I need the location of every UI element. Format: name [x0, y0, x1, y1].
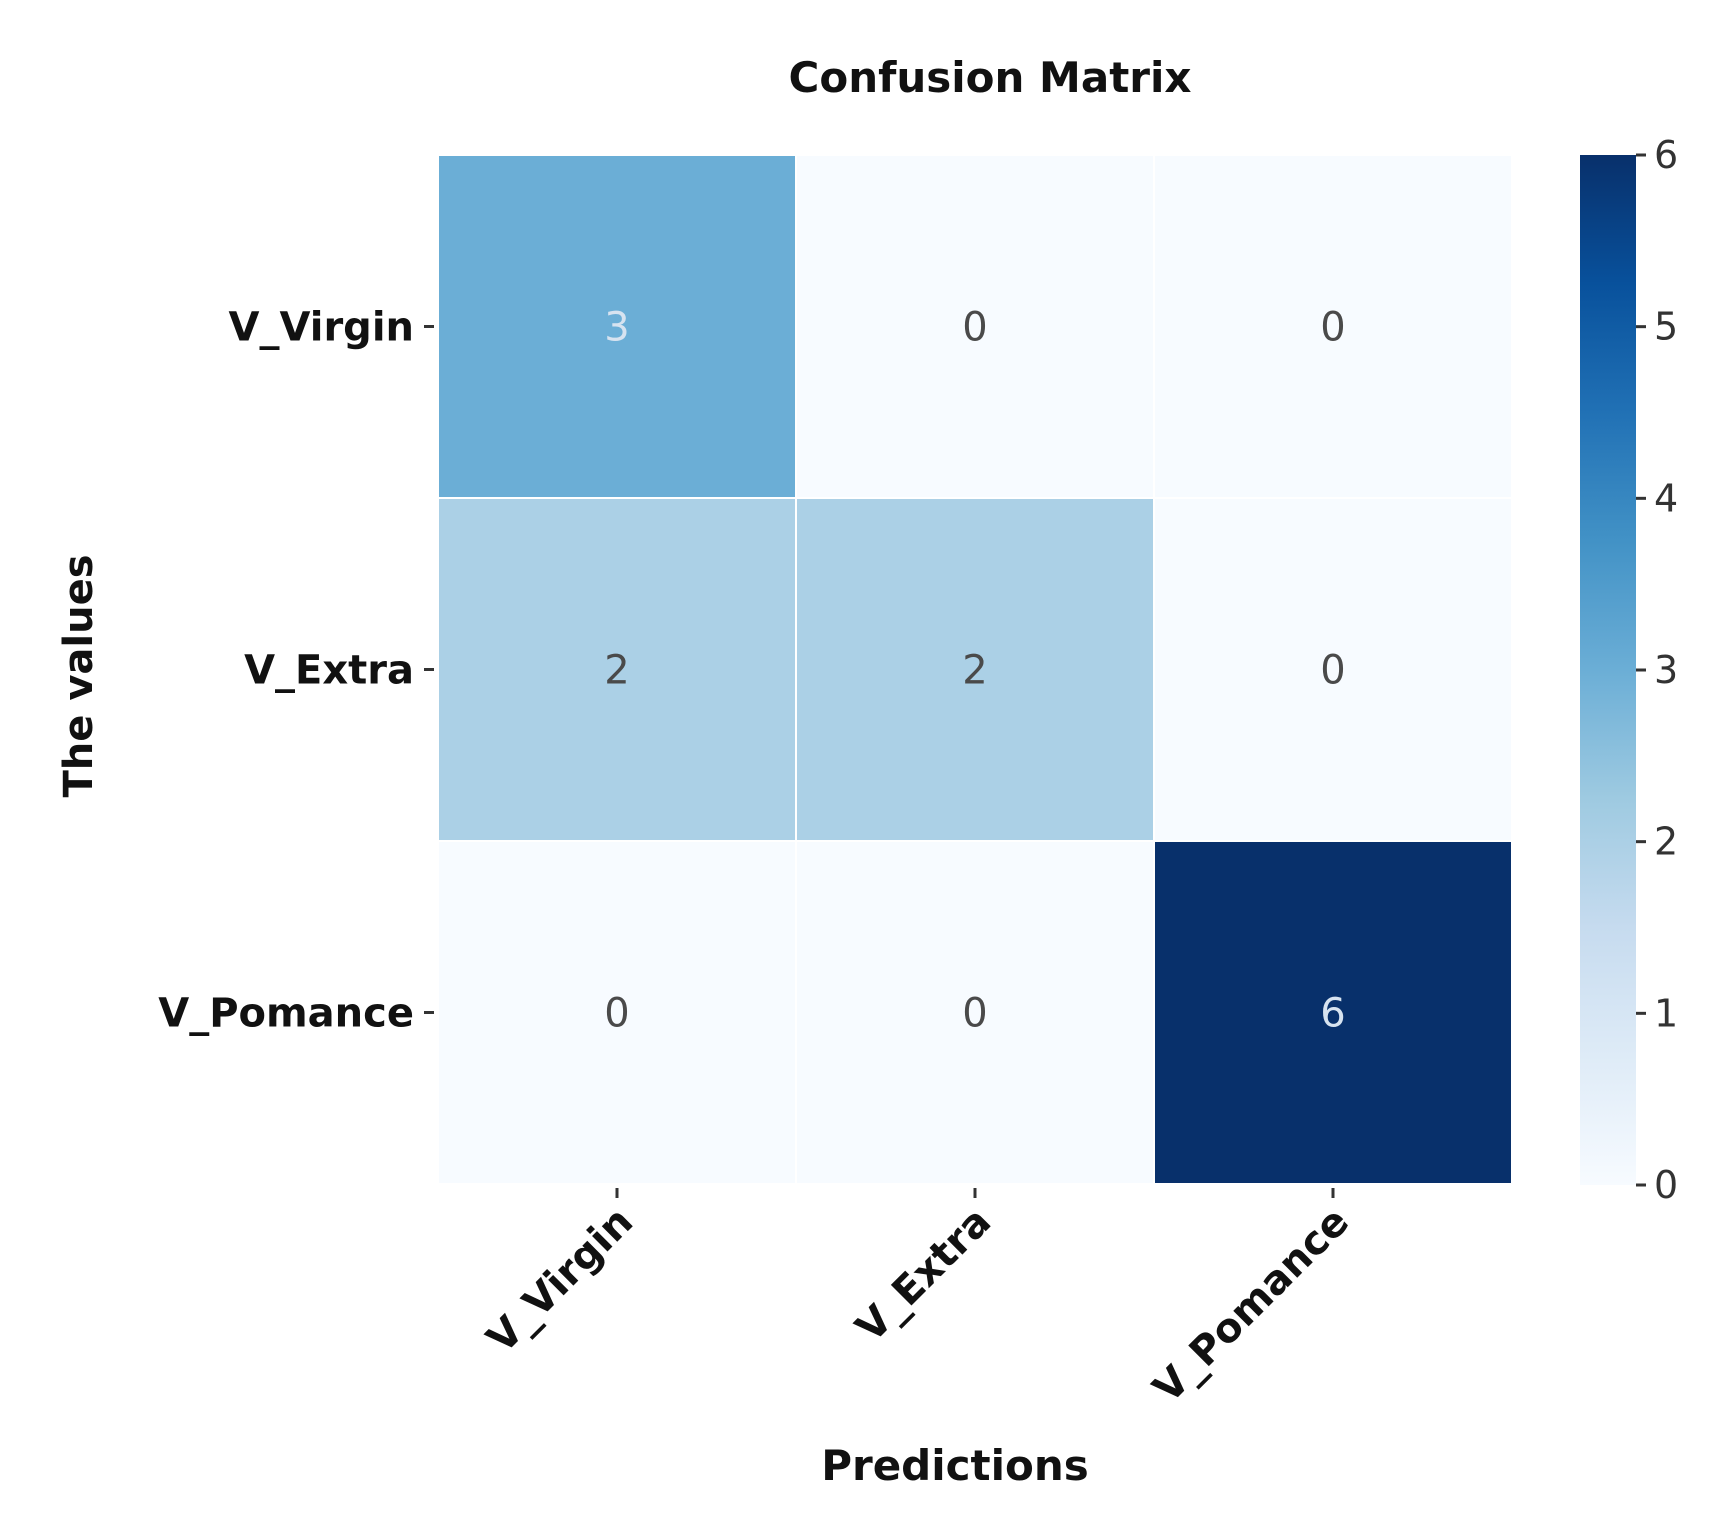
x-axis-ticks: V_Virgin V_Extra V_Pomance	[478, 1188, 1358, 1412]
cell-value-label: 0	[1320, 648, 1345, 694]
heatmap-cell-r2-c1	[795, 840, 1155, 1185]
colorbar-tick-label: 2	[1654, 820, 1678, 864]
heatmap-cell-r0-c0	[437, 154, 797, 499]
colorbar-tick-label: 4	[1654, 476, 1678, 520]
heatmap-cell-r0-c2	[1153, 154, 1513, 499]
x-axis-label: Predictions	[821, 1441, 1089, 1490]
heatmap-cell-labels: 3 0 0 2 2 0 0 0 6	[604, 305, 1345, 1037]
cell-value-label: 2	[604, 648, 629, 694]
heatmap-cell-r0-c1	[795, 154, 1155, 499]
x-tick-label: V_Extra	[847, 1199, 1000, 1352]
colorbar	[1580, 155, 1636, 1185]
colorbar-tick-label: 3	[1654, 648, 1678, 692]
colorbar-tick-label: 6	[1654, 133, 1678, 177]
y-tick-label: V_Extra	[244, 648, 414, 694]
heatmap-cell-r2-c2	[1153, 840, 1513, 1185]
colorbar-tick-label: 1	[1654, 991, 1678, 1035]
y-tick-label: V_Pomance	[158, 991, 414, 1037]
colorbar-ticks: 0 1 2 3 4 5 6	[1636, 133, 1678, 1207]
y-axis-label: The values	[56, 554, 102, 797]
heatmap-cell-r1-c2	[1153, 497, 1513, 842]
heatmap-cell-r1-c0	[437, 497, 797, 842]
cell-value-label: 3	[604, 305, 629, 351]
heatmap-cell-r1-c1	[795, 497, 1155, 842]
chart-title: Confusion Matrix	[789, 53, 1192, 102]
cell-value-label: 6	[1320, 991, 1345, 1037]
y-axis-ticks: V_Virgin V_Extra V_Pomance	[158, 305, 434, 1037]
x-tick-label: V_Pomance	[1145, 1199, 1358, 1412]
heatmap-cell-r2-c0	[437, 840, 797, 1185]
heatmap-cells	[437, 154, 1513, 1185]
colorbar-tick-label: 5	[1654, 305, 1678, 349]
cell-value-label: 2	[962, 648, 987, 694]
colorbar-tick-label: 0	[1654, 1163, 1678, 1207]
y-tick-label: V_Virgin	[229, 305, 414, 351]
cell-value-label: 0	[962, 991, 987, 1037]
cell-value-label: 0	[604, 991, 629, 1037]
cell-value-label: 0	[1320, 305, 1345, 351]
cell-value-label: 0	[962, 305, 987, 351]
x-tick-label: V_Virgin	[478, 1199, 642, 1363]
